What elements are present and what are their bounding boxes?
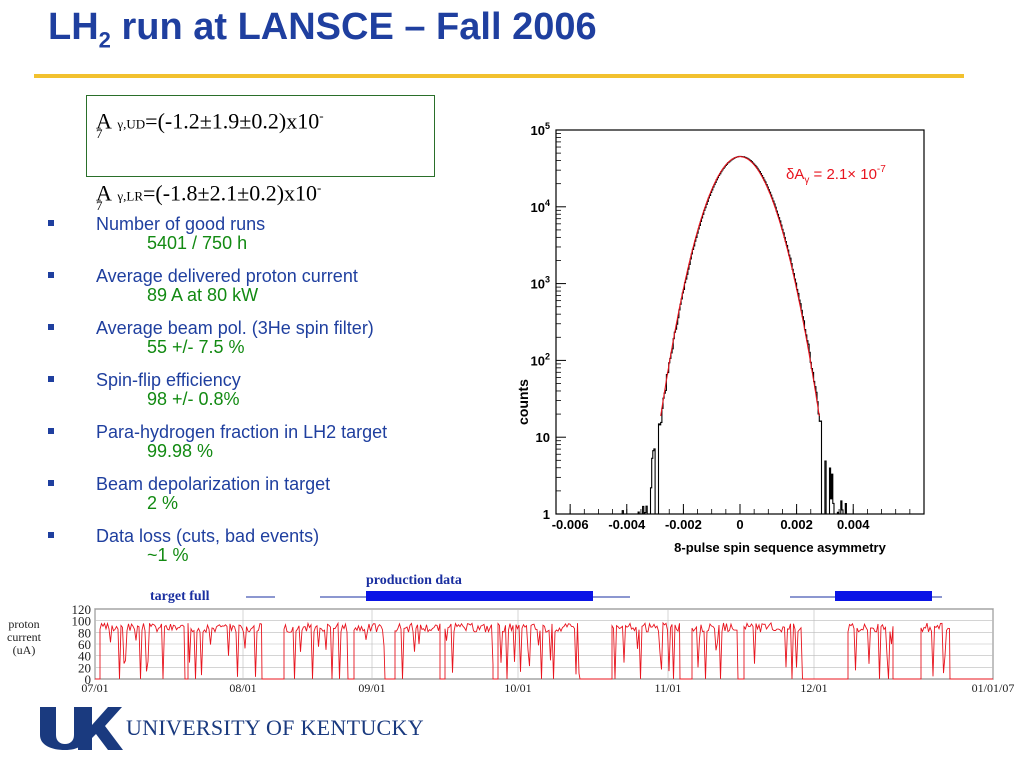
y-tick-label: 10 [536, 430, 550, 445]
y-tick-label: 40 [78, 649, 91, 664]
bullet-icon [48, 428, 54, 434]
asymmetry-ud-formula: A γ,UD=(-1.2±1.9±0.2)x10- 7 [96, 108, 324, 141]
x-tick-label: -0.004 [608, 517, 646, 532]
timeline-x-ticks: 07/01 08/01 09/01 10/01 11/01 12/01 01/01/07 [81, 681, 1014, 695]
histogram-x-ticks: -0.006 -0.004 -0.002 0 0.002 0.004 [552, 504, 911, 532]
bullet-icon [48, 272, 54, 278]
bullet-label: Para-hydrogen fraction in LH2 target [96, 422, 388, 442]
x-tick-label: -0.006 [552, 517, 589, 532]
bullet-icon [48, 324, 54, 330]
asymmetry-results-box [86, 95, 435, 177]
bullet-icon [48, 376, 54, 382]
slide-title: LH2 run at LANSCE – Fall 2006 [48, 6, 597, 53]
bullet-icon [48, 480, 54, 486]
bullet-value: 99.98 % [147, 441, 214, 461]
y-tick-label: 20 [78, 660, 91, 675]
y-tick-label: 0 [85, 672, 92, 687]
x-tick-label: 07/01 [81, 681, 108, 695]
svg-text:current: current [7, 630, 42, 644]
x-tick-label: 0 [736, 517, 743, 532]
histogram-fit-curve [660, 156, 820, 417]
run-period-bars [246, 591, 942, 601]
target-full-label: target full [150, 589, 210, 604]
x-tick-label: 10/01 [504, 681, 531, 695]
histogram-x-label: 8-pulse spin sequence asymmetry [674, 540, 886, 555]
list-item: Para-hydrogen fraction in LH2 target 99.… [48, 422, 488, 474]
asymmetry-lr-formula: A γ,LR=(-1.8±2.1±0.2)x10- 7 [96, 180, 322, 213]
bullet-label: Number of good runs [96, 214, 266, 234]
svg-text:(uA): (uA) [13, 643, 36, 657]
bullet-label: Spin-flip efficiency [96, 370, 241, 390]
list-item: Data loss (cuts, bad events) ~1 % [48, 526, 488, 578]
x-tick-label: 0.002 [780, 517, 813, 532]
bullet-label: Average beam pol. (3He spin filter) [96, 318, 374, 338]
x-tick-label: 09/01 [358, 681, 385, 695]
university-logo [40, 707, 123, 750]
list-item: Average delivered proton current 89 A at… [48, 266, 488, 318]
y-tick-label: 105 [531, 122, 550, 138]
bullet-value: 55 +/- 7.5 % [147, 337, 245, 357]
x-tick-label: 12/01 [800, 681, 827, 695]
bullet-label: Beam depolarization in target [96, 474, 331, 494]
x-tick-label: 0.004 [837, 517, 870, 532]
list-item: Spin-flip efficiency 98 +/- 0.8% [48, 370, 488, 422]
bullet-label: Data loss (cuts, bad events) [96, 526, 320, 546]
proton-current-timeline: target full production data 120100806040… [7, 573, 1014, 695]
production-bar [835, 591, 932, 601]
y-tick-label: 104 [531, 198, 550, 215]
y-tick-label: 120 [72, 602, 92, 617]
university-name: UNIVERSITY OF KENTUCKY [126, 715, 424, 740]
timeline-y-label: proton current (uA) [7, 617, 42, 657]
y-tick-label: 100 [72, 614, 92, 629]
title-divider [34, 74, 964, 78]
histogram-annotation: δAγ = 2.1× 10-7 [786, 164, 886, 186]
list-item: Number of good runs 5401 / 750 h [48, 214, 488, 266]
x-tick-label: 01/01/07 [972, 681, 1015, 695]
bullet-icon [48, 220, 54, 226]
bullet-value: 2 % [147, 493, 179, 513]
y-tick-label: 60 [78, 637, 91, 652]
bullet-label: Average delivered proton current [96, 266, 358, 286]
svg-text:proton: proton [8, 617, 39, 631]
bullet-value: ~1 % [147, 545, 189, 565]
x-tick-label: 08/01 [229, 681, 256, 695]
x-tick-label: -0.002 [665, 517, 702, 532]
histogram-y-label: counts [515, 379, 531, 425]
bullet-icon [48, 532, 54, 538]
x-tick-label: 11/01 [655, 681, 682, 695]
y-tick-label: 103 [531, 275, 550, 292]
bullet-value: 98 +/- 0.8% [147, 389, 240, 409]
list-item: Beam depolarization in target 2 % [48, 474, 488, 526]
production-bar [366, 591, 593, 601]
y-tick-label: 1 [543, 507, 550, 522]
production-data-label: production data [366, 573, 462, 588]
histogram-frame [555, 129, 925, 515]
y-tick-label: 102 [531, 351, 550, 368]
y-tick-label: 80 [78, 625, 91, 640]
proton-current-series [95, 621, 993, 680]
bullet-value: 5401 / 750 h [147, 233, 248, 253]
bullet-value: 89 A at 80 kW [147, 285, 259, 305]
list-item: Average beam pol. (3He spin filter) 55 +… [48, 318, 488, 370]
